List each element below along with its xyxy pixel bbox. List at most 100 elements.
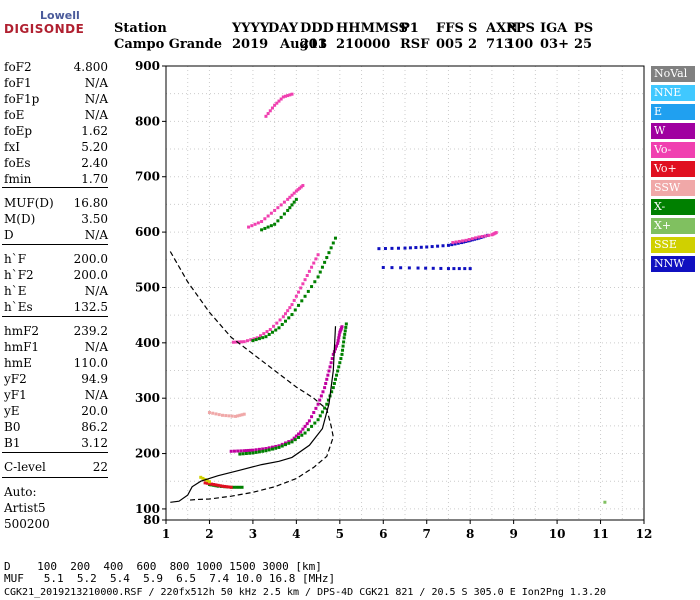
data-point (259, 334, 263, 338)
data-point (225, 485, 229, 489)
data-point (277, 444, 281, 448)
data-point (282, 212, 286, 216)
data-point (242, 412, 246, 416)
param-value: N/A (84, 92, 108, 106)
param-key: fxI (4, 140, 20, 154)
data-point (464, 238, 468, 242)
data-point (341, 344, 345, 348)
data-point (273, 208, 277, 212)
data-point (284, 312, 287, 316)
header-row2-cell: 210000 (336, 37, 391, 52)
data-point (325, 402, 329, 406)
param-value: 1.70 (81, 172, 108, 186)
param-row: C-level 22 (4, 460, 108, 474)
data-point (301, 184, 305, 188)
legend-item: NNE (651, 85, 695, 101)
data-point (264, 114, 268, 118)
y-tick-label: 800 (135, 114, 160, 128)
data-point (224, 414, 228, 418)
data-point (273, 222, 277, 226)
data-point (276, 219, 280, 223)
x-tick-label: 2 (205, 527, 213, 541)
param-row: h`Es 132.5 (4, 300, 108, 314)
data-point (240, 413, 244, 417)
data-point (273, 103, 277, 107)
data-point (461, 239, 465, 243)
param-value: 132.5 (73, 300, 108, 314)
param-value: N/A (84, 228, 108, 242)
data-point (306, 289, 310, 293)
param-row: h`E N/A (4, 284, 108, 298)
param-value: 200.0 (73, 252, 108, 266)
data-point (494, 231, 498, 235)
param-row: B0 86.2 (4, 420, 108, 434)
param-value: 94.9 (81, 372, 108, 386)
data-point (300, 433, 304, 437)
param-value: N/A (84, 108, 108, 122)
data-point (266, 112, 270, 116)
header-row2-cell: 005 (436, 37, 464, 52)
header-row2-cell: 100 (506, 37, 534, 52)
data-point (254, 338, 258, 342)
data-point (288, 93, 292, 97)
data-point (338, 361, 342, 365)
data-point (477, 235, 481, 239)
x-tick-label: 7 (423, 527, 431, 541)
data-point (330, 357, 334, 361)
legend-item: X- (651, 199, 695, 215)
data-point (288, 195, 292, 199)
data-point (264, 335, 268, 339)
legend-item: NNW (651, 256, 695, 272)
data-point (425, 245, 429, 249)
data-point (336, 369, 340, 373)
y-tick-label: 100 (135, 502, 160, 516)
header-row1-cell: PS (574, 21, 594, 36)
param-value: N/A (84, 76, 108, 90)
data-point (276, 206, 280, 210)
data-point (487, 233, 491, 237)
data-point (263, 226, 267, 230)
header-row2-cell: 213 (300, 37, 328, 52)
logo-digisonde: DIGISONDE (4, 22, 85, 36)
header-row1-cell: YYYY (232, 21, 270, 36)
plot-frame (165, 65, 645, 521)
data-point (324, 381, 328, 385)
param-key: foEs (4, 156, 31, 170)
data-point (261, 449, 265, 453)
data-point (314, 406, 318, 410)
param-row: hmF2 239.2 (4, 324, 108, 338)
data-point (211, 411, 215, 415)
data-point (227, 485, 231, 489)
data-point (441, 244, 445, 248)
data-point (270, 445, 274, 449)
data-point (247, 448, 251, 452)
data-point (396, 246, 400, 250)
data-point (277, 445, 281, 449)
data-point (286, 94, 290, 98)
data-point (292, 436, 296, 440)
data-point (292, 298, 296, 302)
data-point (305, 274, 309, 278)
data-point (340, 352, 344, 356)
data-point (227, 414, 231, 418)
data-point (266, 225, 270, 229)
data-point (284, 94, 287, 98)
data-point (297, 303, 301, 307)
data-point (203, 481, 207, 485)
data-point (318, 270, 322, 274)
x-tick-label: 11 (592, 527, 609, 541)
param-key: hmF2 (4, 324, 40, 338)
param-key: foF1p (4, 92, 40, 106)
data-point (336, 339, 340, 343)
data-point (301, 427, 305, 431)
param-value: 3.12 (81, 436, 108, 450)
data-point (603, 500, 607, 504)
data-point (270, 447, 274, 451)
data-point (450, 243, 454, 247)
data-point (316, 275, 320, 279)
data-point (483, 234, 487, 238)
autoscaling-label: Auto: (4, 485, 37, 499)
data-point (383, 247, 387, 251)
data-point (301, 282, 305, 286)
data-point (330, 390, 334, 394)
